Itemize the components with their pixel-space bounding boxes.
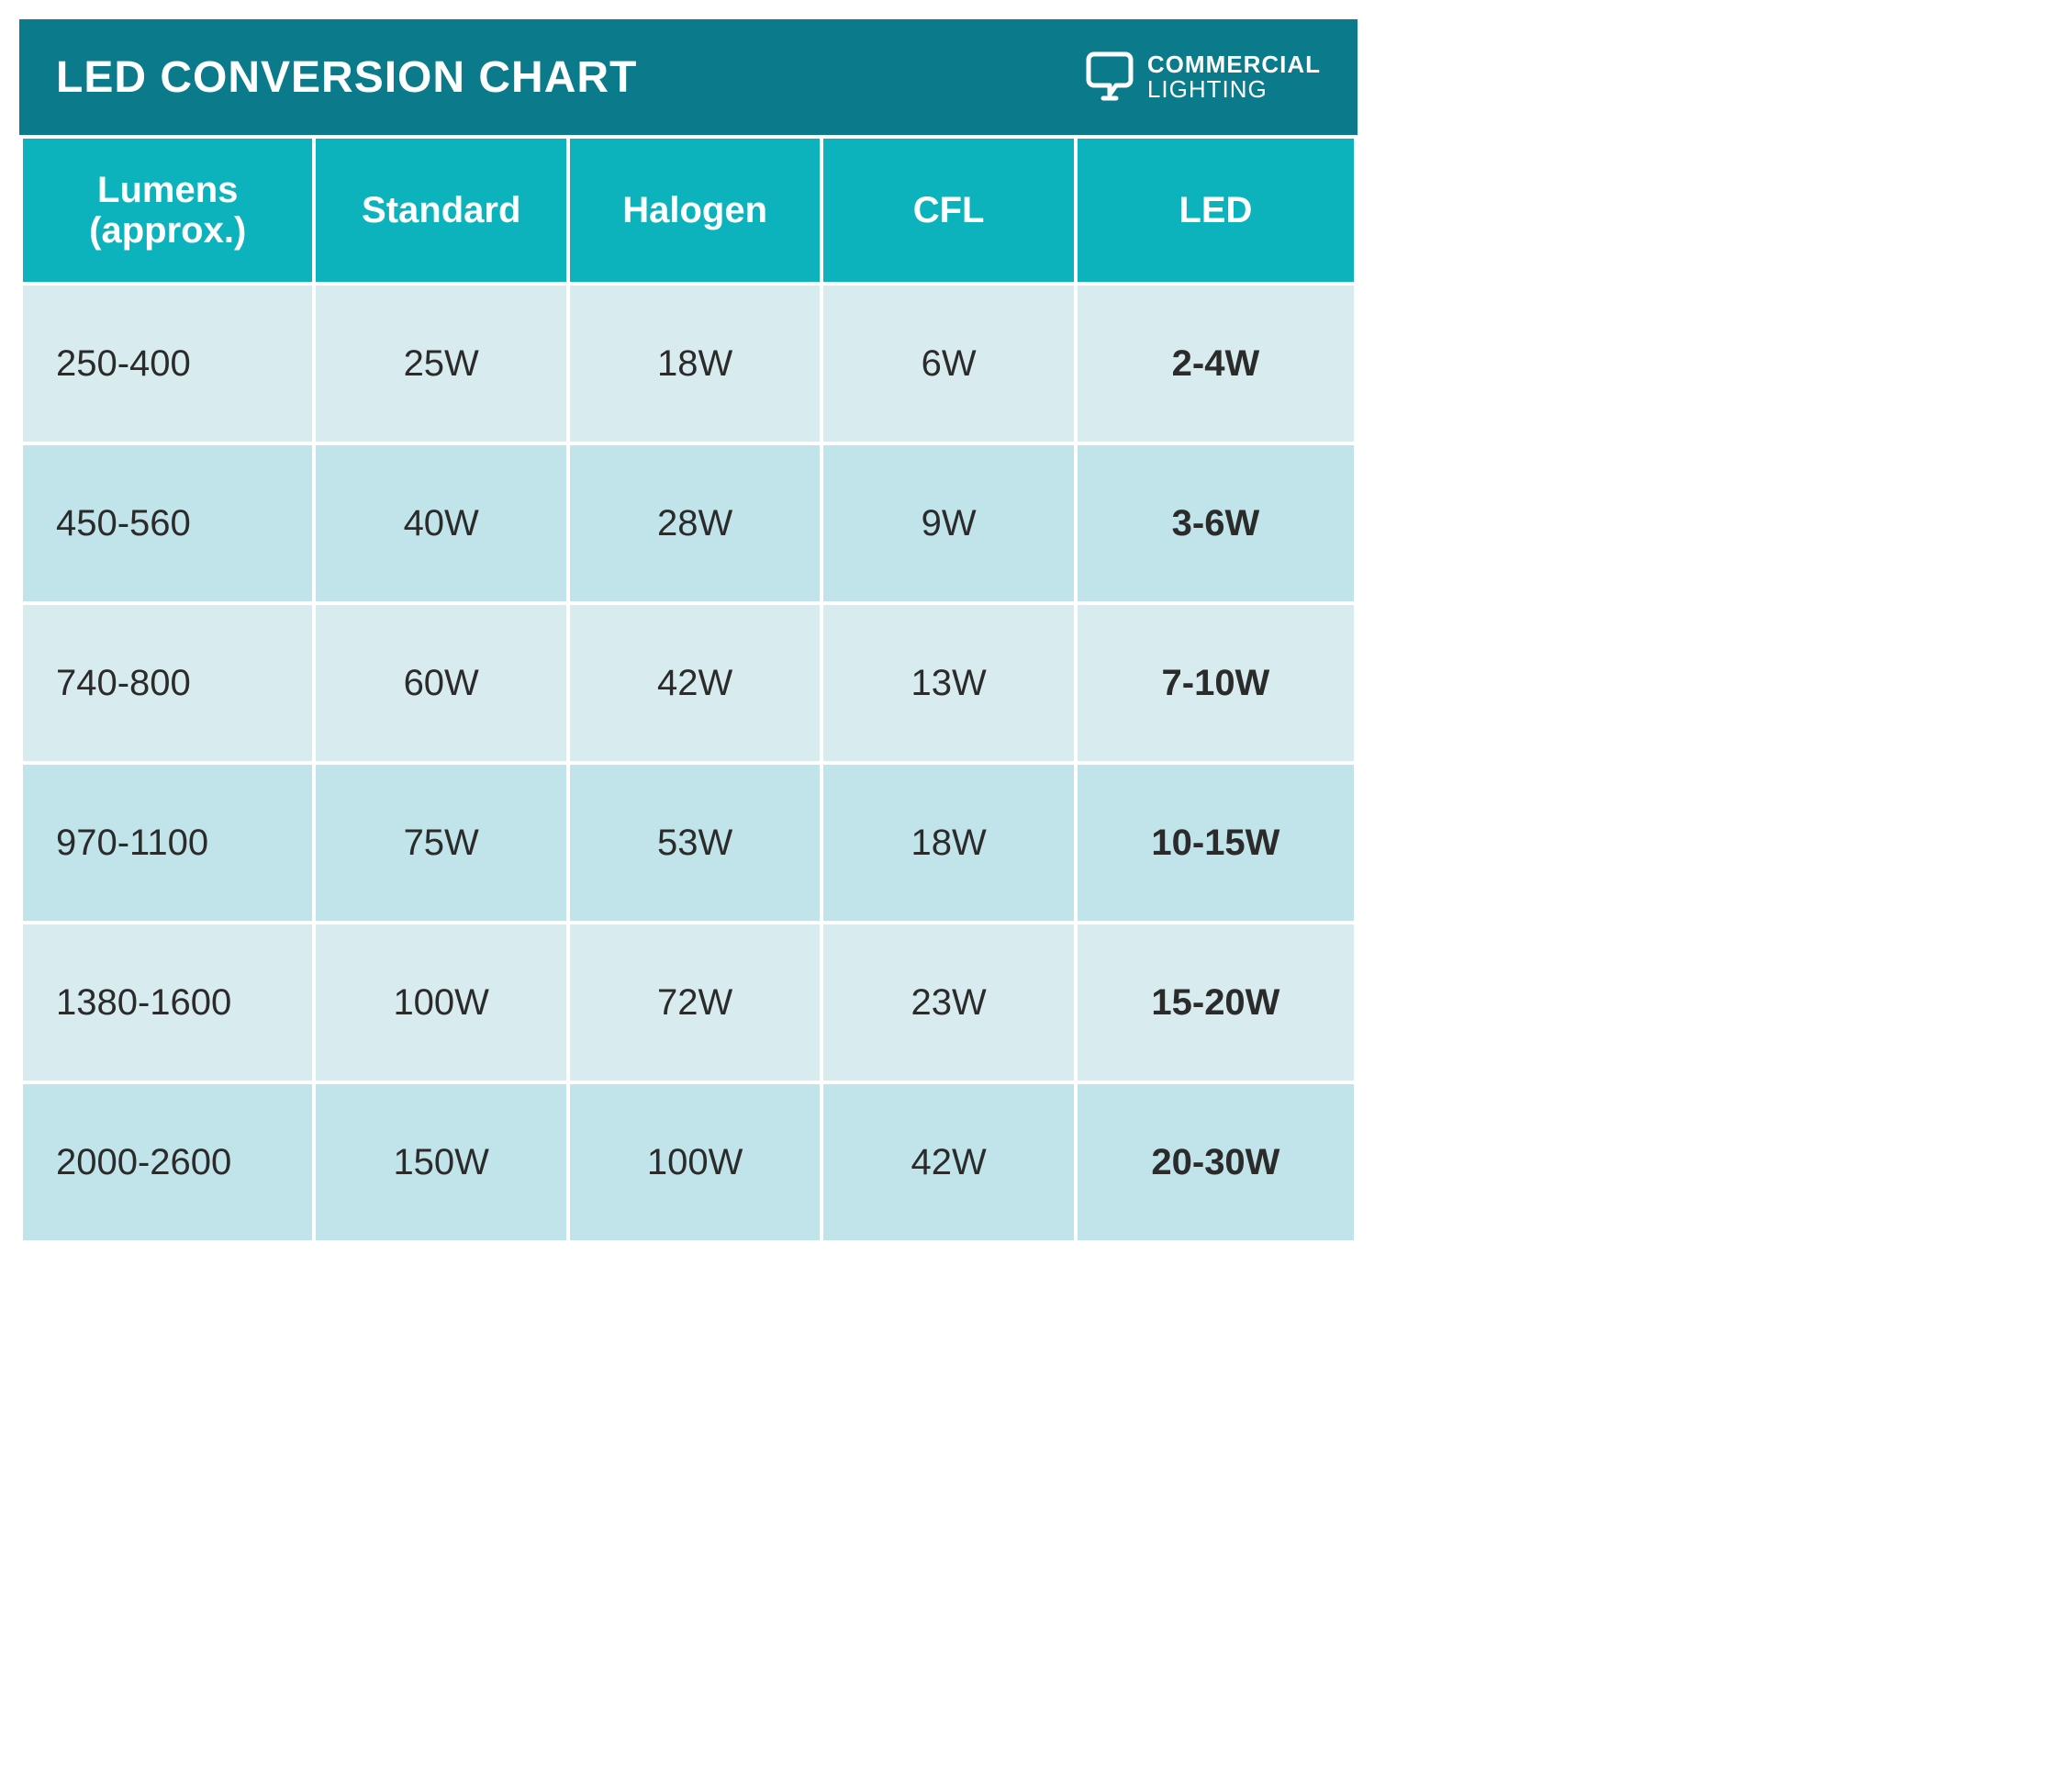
brand-logo: COMMERCIAL LIGHTING	[1085, 49, 1321, 106]
cell-halogen: 72W	[570, 924, 820, 1081]
cell-halogen: 28W	[570, 445, 820, 601]
cell-lumens: 250-400	[23, 286, 312, 442]
cell-lumens: 2000-2600	[23, 1084, 312, 1240]
cell-cfl: 13W	[823, 605, 1073, 761]
brand-text: COMMERCIAL LIGHTING	[1147, 52, 1321, 103]
col-header-standard: Standard	[316, 139, 565, 282]
cell-led: 20-30W	[1078, 1084, 1354, 1240]
cell-standard: 100W	[316, 924, 565, 1081]
table-head: Lumens(approx.)StandardHalogenCFLLED	[23, 139, 1354, 282]
cell-standard: 25W	[316, 286, 565, 442]
lightbulb-icon	[1085, 49, 1134, 106]
cell-halogen: 42W	[570, 605, 820, 761]
cell-standard: 60W	[316, 605, 565, 761]
col-header-lumens: Lumens(approx.)	[23, 139, 312, 282]
table-header-row: Lumens(approx.)StandardHalogenCFLLED	[23, 139, 1354, 282]
cell-standard: 150W	[316, 1084, 565, 1240]
brand-line-1: COMMERCIAL	[1147, 52, 1321, 77]
table-row: 740-80060W42W13W7-10W	[23, 605, 1354, 761]
cell-led: 15-20W	[1078, 924, 1354, 1081]
chart-title: LED CONVERSION CHART	[56, 52, 637, 103]
cell-standard: 40W	[316, 445, 565, 601]
led-conversion-chart: LED CONVERSION CHART COMMERCIAL LIGHTING…	[18, 18, 1358, 1245]
cell-cfl: 6W	[823, 286, 1073, 442]
cell-lumens: 970-1100	[23, 765, 312, 921]
cell-lumens: 450-560	[23, 445, 312, 601]
brand-line-2: LIGHTING	[1147, 77, 1321, 102]
cell-lumens: 1380-1600	[23, 924, 312, 1081]
cell-standard: 75W	[316, 765, 565, 921]
cell-halogen: 18W	[570, 286, 820, 442]
cell-led: 2-4W	[1078, 286, 1354, 442]
table-row: 2000-2600150W100W42W20-30W	[23, 1084, 1354, 1240]
col-header-led: LED	[1078, 139, 1354, 282]
title-bar: LED CONVERSION CHART COMMERCIAL LIGHTING	[19, 19, 1358, 135]
cell-halogen: 53W	[570, 765, 820, 921]
cell-led: 7-10W	[1078, 605, 1354, 761]
col-header-halogen: Halogen	[570, 139, 820, 282]
table-row: 970-110075W53W18W10-15W	[23, 765, 1354, 921]
cell-led: 3-6W	[1078, 445, 1354, 601]
conversion-table: Lumens(approx.)StandardHalogenCFLLED 250…	[19, 135, 1358, 1244]
table-row: 1380-1600100W72W23W15-20W	[23, 924, 1354, 1081]
table-row: 250-40025W18W6W2-4W	[23, 286, 1354, 442]
table-row: 450-56040W28W9W3-6W	[23, 445, 1354, 601]
table-body: 250-40025W18W6W2-4W450-56040W28W9W3-6W74…	[23, 286, 1354, 1240]
cell-cfl: 18W	[823, 765, 1073, 921]
cell-led: 10-15W	[1078, 765, 1354, 921]
cell-halogen: 100W	[570, 1084, 820, 1240]
cell-cfl: 9W	[823, 445, 1073, 601]
cell-cfl: 42W	[823, 1084, 1073, 1240]
col-header-cfl: CFL	[823, 139, 1073, 282]
cell-lumens: 740-800	[23, 605, 312, 761]
cell-cfl: 23W	[823, 924, 1073, 1081]
